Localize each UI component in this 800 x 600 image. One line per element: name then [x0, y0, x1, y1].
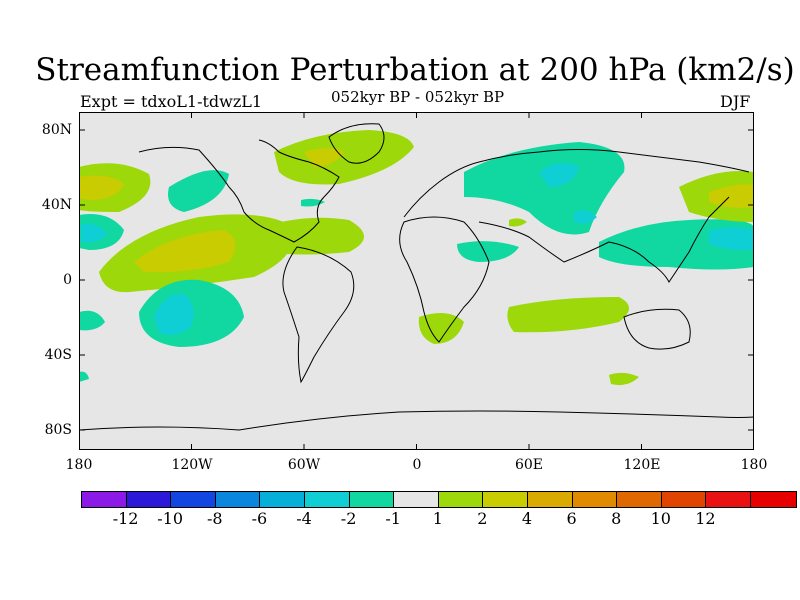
- contour-fill: [574, 210, 597, 224]
- colorbar-cell: [750, 492, 796, 507]
- coastline-europe: [403, 149, 750, 218]
- coastline-asia: [478, 196, 730, 283]
- lat-label-0: 0: [63, 272, 72, 288]
- contour-fill: [418, 313, 464, 344]
- contour-fill: [134, 230, 236, 273]
- lat-label-40n: 40N: [41, 197, 72, 213]
- colorbar-label: 2: [477, 509, 488, 528]
- coastlines: [79, 123, 754, 431]
- colorbar: [81, 491, 797, 508]
- lon-label-0: 0: [412, 457, 422, 473]
- coastline-south-america: [282, 246, 355, 384]
- contour-fill: [154, 293, 194, 336]
- colorbar-label: 8: [611, 509, 622, 528]
- contour-fills: [79, 130, 754, 386]
- axis-ticks: [79, 112, 754, 450]
- lon-label-180e: 180: [740, 457, 768, 473]
- colorbar-label: -6: [251, 509, 268, 528]
- contour-fill: [249, 217, 364, 255]
- coastline-australia: [623, 308, 691, 350]
- contour-fill: [509, 218, 527, 227]
- world-map: [79, 112, 754, 450]
- lon-label-120w: 120W: [171, 457, 213, 473]
- colorbar-label: 6: [566, 509, 577, 528]
- experiment-label: Expt = tdxoL1-tdwzL1: [80, 92, 263, 111]
- contour-fill: [709, 184, 754, 208]
- season-label: DJF: [720, 92, 751, 111]
- colorbar-cell: [349, 492, 395, 507]
- colorbar-cell: [527, 492, 573, 507]
- contour-fill: [539, 163, 579, 187]
- colorbar-cell: [661, 492, 707, 507]
- colorbar-label: 1: [432, 509, 443, 528]
- colorbar-label: 4: [521, 509, 533, 528]
- colorbar-cell: [483, 492, 528, 507]
- colorbar-cell: [82, 492, 127, 507]
- colorbar-cell: [260, 492, 305, 507]
- contour-fill: [79, 310, 105, 331]
- colorbar-cell: [617, 492, 662, 507]
- contour-fill: [709, 227, 754, 251]
- colorbar-cell: [215, 492, 261, 507]
- lat-label-80n: 80N: [41, 122, 72, 138]
- contour-fill: [79, 371, 89, 382]
- contour-fill: [274, 130, 414, 185]
- coastline-north-america: [138, 139, 340, 243]
- colorbar-cell: [706, 492, 751, 507]
- lon-label-60w: 60W: [287, 457, 321, 473]
- colorbar-label: -10: [157, 509, 184, 528]
- period-label: 052kyr BP - 052kyr BP: [331, 88, 505, 106]
- colorbar-cell: [304, 492, 350, 507]
- colorbar-cell: [394, 492, 439, 507]
- colorbar-cell: [126, 492, 172, 507]
- coastline-africa: [399, 216, 490, 343]
- lon-label-60e: 60E: [514, 457, 544, 473]
- lat-label-80s: 80S: [44, 422, 72, 438]
- coastline-greenland: [328, 123, 385, 164]
- colorbar-label: 12: [695, 509, 716, 528]
- colorbar-label: -2: [340, 509, 357, 528]
- coastline-antarctica: [79, 410, 754, 431]
- contour-fill: [168, 170, 229, 212]
- colorbar-cell: [572, 492, 618, 507]
- colorbar-label: -4: [296, 509, 312, 528]
- lat-label-40s: 40S: [44, 347, 72, 363]
- chart-title: Streamfunction Perturbation at 200 hPa (…: [35, 52, 795, 88]
- colorbar-cell: [438, 492, 484, 507]
- contour-fill: [507, 297, 629, 333]
- colorbar-cell: [171, 492, 216, 507]
- contour-fill: [457, 241, 519, 262]
- lon-label-180w: 180: [65, 457, 93, 473]
- colorbar-label: -12: [112, 509, 139, 528]
- contour-fill: [609, 372, 639, 386]
- colorbar-label: -1: [385, 509, 401, 528]
- colorbar-label: 10: [650, 509, 671, 528]
- contour-fill: [304, 148, 344, 167]
- contour-fill: [81, 223, 107, 243]
- contour-fill: [79, 175, 124, 200]
- colorbar-label: -8: [207, 509, 223, 528]
- lon-label-120e: 120E: [623, 457, 661, 473]
